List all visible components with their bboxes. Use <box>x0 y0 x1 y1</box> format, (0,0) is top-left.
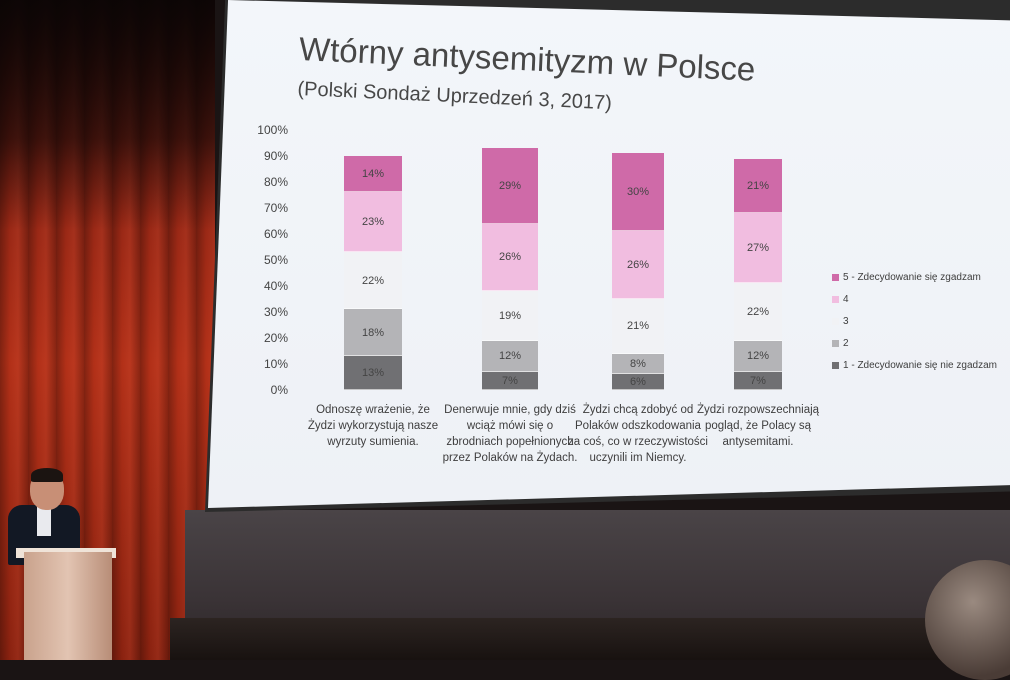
data-label: 7% <box>502 374 518 387</box>
x-category-label: Żydzi rozpowszechniają pogląd, że Polacy… <box>696 404 820 448</box>
y-tick-label: 20% <box>263 331 288 345</box>
x-category-label: Odnoszę wrażenie, że Żydzi wykorzystują … <box>307 404 439 448</box>
x-category-label: Żydzi chcą zdobyć od Polaków odszkodowan… <box>568 404 708 464</box>
bar-segment <box>734 158 782 214</box>
bar-segment <box>612 231 664 299</box>
y-tick-label: 70% <box>263 201 288 215</box>
bar-segment <box>482 291 538 341</box>
legend-label: 5 - Zdecydowanie się zgadzam <box>843 272 981 283</box>
bar-segment <box>344 192 402 253</box>
y-tick-label: 100% <box>257 123 288 137</box>
data-label: 8% <box>630 358 646 370</box>
bar-segment <box>734 371 782 390</box>
bar-segment <box>344 156 402 193</box>
speaker-shirt <box>37 506 51 536</box>
legend-label: 3 <box>843 316 849 327</box>
data-label: 21% <box>626 320 650 333</box>
data-label: 29% <box>498 179 522 192</box>
bar-segment <box>344 309 402 357</box>
bar-segment <box>482 371 538 390</box>
bar-segment <box>344 356 402 390</box>
y-tick-label: 40% <box>263 279 288 293</box>
bar-segment <box>612 374 664 390</box>
legend-item: 2 <box>832 338 849 349</box>
podium <box>24 552 112 660</box>
data-label: 30% <box>626 186 650 199</box>
y-tick-label: 80% <box>263 175 288 189</box>
bar-segment <box>482 223 538 292</box>
legend-swatch <box>832 295 839 303</box>
data-label: 26% <box>626 259 650 272</box>
y-tick-label: 90% <box>263 149 288 163</box>
data-label: 12% <box>746 350 770 363</box>
data-label: 14% <box>361 168 385 181</box>
legend-swatch <box>832 317 839 325</box>
data-label: 6% <box>630 376 646 389</box>
projection-screen <box>208 0 1010 508</box>
curtain-shadow <box>0 0 215 230</box>
legend-label: 2 <box>843 338 849 349</box>
y-tick-label: 60% <box>263 227 288 241</box>
bar-segment <box>612 299 664 354</box>
speaker-hair <box>31 468 63 482</box>
legend-label: 1 - Zdecydowanie się nie zgadzam <box>843 360 997 371</box>
bar-segment <box>344 252 402 310</box>
bar-segment <box>734 283 782 341</box>
legend-item: 1 - Zdecydowanie się nie zgadzam <box>832 360 997 371</box>
legend-item: 5 - Zdecydowanie się zgadzam <box>832 272 981 283</box>
y-tick-label: 30% <box>263 305 288 319</box>
y-tick-label: 10% <box>263 357 288 371</box>
data-label: 19% <box>498 309 522 322</box>
data-label: 23% <box>361 216 385 229</box>
data-label: 7% <box>750 374 766 387</box>
legend-item: 3 <box>832 316 849 327</box>
data-label: 22% <box>361 274 385 287</box>
legend-label: 4 <box>843 294 849 305</box>
data-label: 13% <box>361 367 385 380</box>
bar-segment <box>612 153 664 232</box>
data-label: 12% <box>498 350 522 363</box>
data-label: 26% <box>498 251 522 264</box>
legend-swatch <box>832 339 839 347</box>
data-label: 21% <box>746 179 770 192</box>
bar-segment <box>482 148 538 224</box>
y-tick-label: 0% <box>270 383 288 397</box>
bar-segment <box>734 213 782 284</box>
legend-swatch <box>832 273 839 281</box>
data-label: 18% <box>361 326 385 339</box>
y-tick-label: 50% <box>263 253 288 267</box>
x-category-label: Denerwuje mnie, gdy dziś wciąż mówi się … <box>442 404 578 464</box>
data-label: 22% <box>746 306 770 318</box>
legend-swatch <box>832 361 839 369</box>
bar-segment <box>482 340 538 372</box>
data-label: 27% <box>746 242 770 255</box>
bar-segment <box>612 353 664 375</box>
stage-floor <box>170 618 1010 660</box>
legend-item: 4 <box>832 294 849 305</box>
bar-segment <box>734 340 782 372</box>
